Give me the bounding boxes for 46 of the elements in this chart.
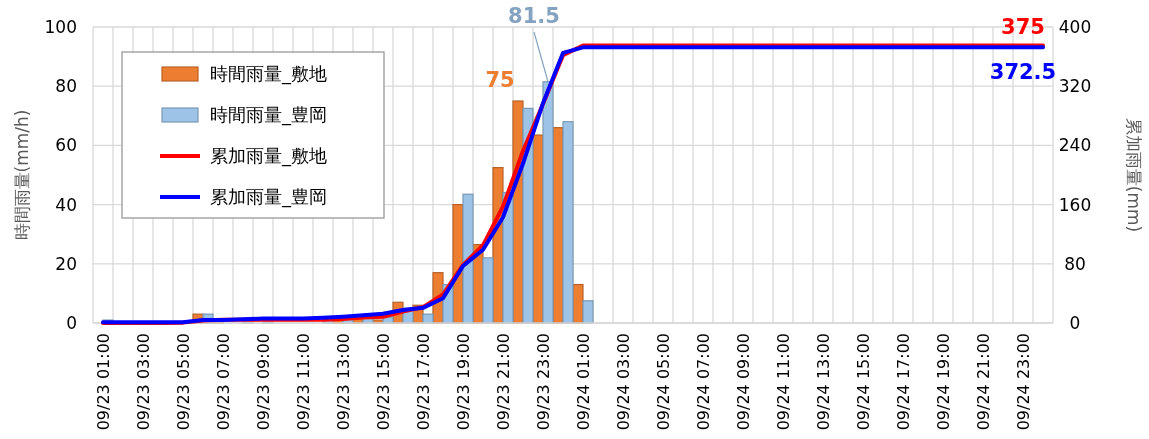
y-tick-label: 100 [44, 16, 77, 37]
x-tick-label: 09/23 03:00 [133, 333, 153, 431]
x-tick-label: 09/24 03:00 [613, 333, 633, 431]
x-tick-label: 09/23 09:00 [253, 333, 273, 431]
data-label: 375 [1001, 14, 1045, 39]
x-tick-label: 09/24 09:00 [733, 333, 753, 431]
x-tick-label: 09/24 05:00 [653, 333, 673, 431]
y-tick-label: 0 [66, 312, 77, 333]
x-tick-label: 09/24 15:00 [853, 333, 873, 431]
y-axis-title: 時間雨量(mm/h) [11, 109, 32, 241]
y2-tick-label: 240 [1058, 135, 1092, 156]
y2-axis-title: 累加雨量(mm) [1124, 117, 1145, 233]
x-tick-label: 09/23 21:00 [493, 333, 513, 431]
x-tick-label: 09/23 05:00 [173, 333, 193, 431]
x-tick-label: 09/24 21:00 [973, 333, 993, 431]
x-tick-label: 09/23 17:00 [413, 333, 433, 431]
x-tick-label: 09/24 01:00 [573, 333, 593, 431]
y-tick-label: 80 [55, 76, 77, 97]
y2-tick-label: 80 [1064, 253, 1086, 274]
legend-label: 時間雨量_豊岡 [210, 104, 327, 127]
x-tick-label: 09/24 23:00 [1013, 333, 1033, 431]
x-tick-label: 09/23 13:00 [333, 333, 353, 431]
data-label: 75 [485, 68, 515, 92]
legend-label: 累加雨量_敷地 [210, 145, 327, 168]
y2-tick-label: 160 [1058, 194, 1092, 215]
x-tick-label: 09/24 11:00 [773, 333, 793, 431]
x-tick-label: 09/23 15:00 [373, 333, 393, 431]
data-label: 372.5 [989, 60, 1057, 85]
x-tick-label: 09/24 17:00 [893, 333, 913, 431]
y-tick-label: 20 [55, 253, 77, 274]
x-tick-label: 09/23 23:00 [533, 333, 553, 431]
x-tick-label: 09/24 19:00 [933, 333, 953, 431]
legend-label: 時間雨量_敷地 [210, 63, 327, 86]
x-tick-label: 09/23 07:00 [213, 333, 233, 431]
legend-label: 累加雨量_豊岡 [210, 186, 327, 209]
x-tick-label: 09/24 07:00 [693, 333, 713, 431]
x-tick-label: 09/23 11:00 [293, 333, 313, 431]
y2-tick-label: 320 [1058, 76, 1092, 97]
y2-tick-label: 400 [1058, 16, 1092, 37]
x-tick-label: 09/23 19:00 [453, 333, 473, 431]
y-tick-label: 40 [55, 194, 77, 215]
x-tick-label: 09/23 01:00 [93, 333, 113, 431]
x-tick-label: 09/24 13:00 [813, 333, 833, 431]
data-label: 81.5 [508, 4, 560, 28]
y2-tick-label: 0 [1069, 312, 1081, 333]
y-tick-label: 60 [55, 135, 77, 156]
